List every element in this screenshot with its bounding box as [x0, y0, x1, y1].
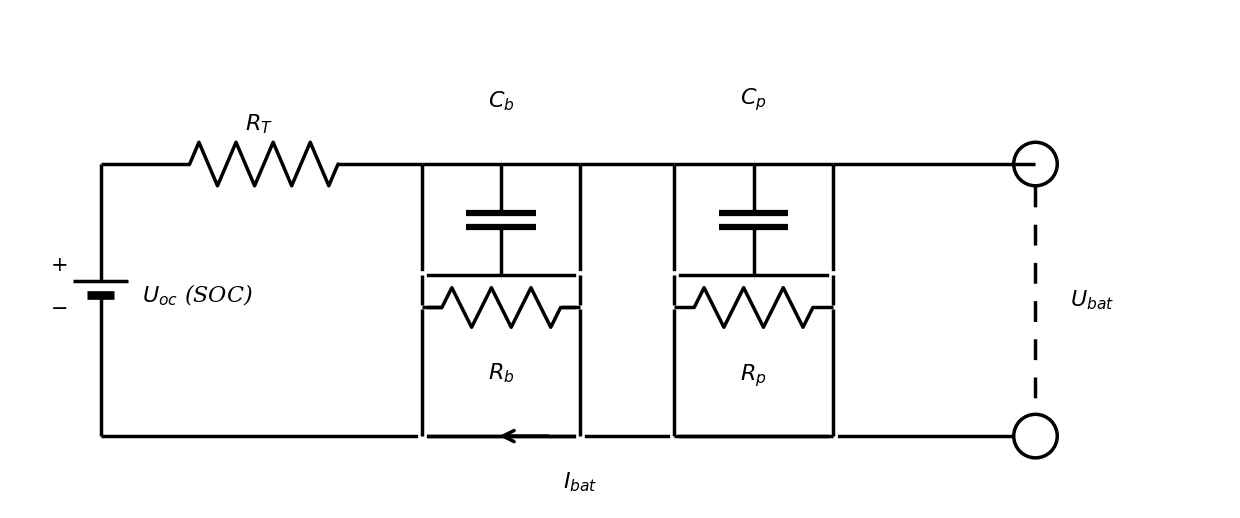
- Text: $I_{bat}$: $I_{bat}$: [563, 471, 598, 494]
- Text: $R_b$: $R_b$: [489, 362, 515, 385]
- Text: $C_b$: $C_b$: [489, 89, 515, 112]
- Text: $C_p$: $C_p$: [740, 86, 766, 112]
- Text: −: −: [51, 300, 68, 319]
- Text: $U_{oc}$ (SOC): $U_{oc}$ (SOC): [143, 283, 253, 308]
- Text: +: +: [51, 256, 68, 276]
- Text: $R_p$: $R_p$: [740, 362, 766, 388]
- Text: $R_T$: $R_T$: [246, 113, 273, 136]
- Text: $U_{bat}$: $U_{bat}$: [1070, 288, 1115, 312]
